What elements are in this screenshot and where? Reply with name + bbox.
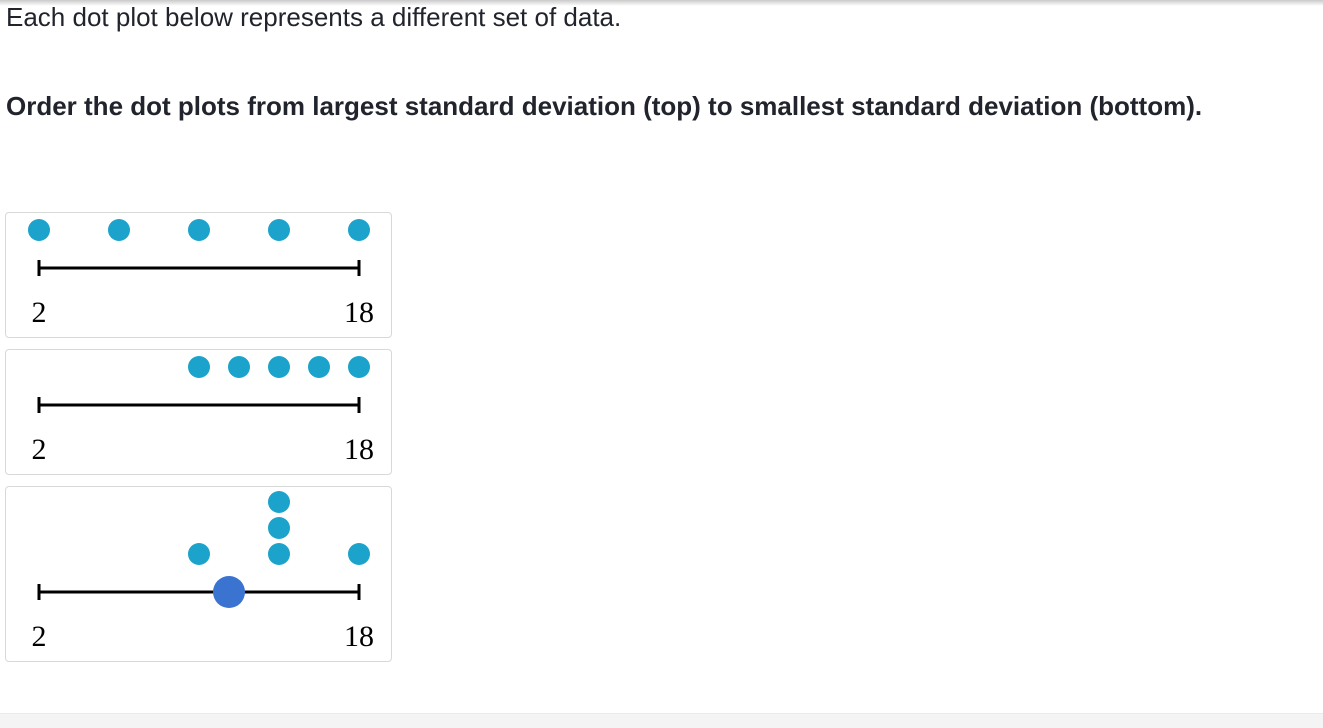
bottom-band [0,713,1323,728]
data-dot [268,543,290,565]
drag-handle-icon[interactable] [213,576,245,608]
data-dot [268,219,290,241]
dot-plot-svg: 2 18 [32,491,374,653]
data-dot [348,219,370,241]
dot-plot-card-1[interactable]: 2 18 [5,212,392,338]
question-text: Order the dot plots from largest standar… [6,91,1203,121]
data-dot [268,517,290,539]
data-dot [188,543,210,565]
top-shadow [0,0,1323,6]
data-dot [108,219,130,241]
data-dot [228,356,250,378]
tick-label-min: 2 [32,296,47,329]
data-dot [188,356,210,378]
data-dot [308,356,330,378]
data-dot [268,356,290,378]
data-dot [348,356,370,378]
tick-label-max: 18 [344,620,374,653]
dot-plot-card-3[interactable]: 2 18 [5,486,392,662]
tick-label-min: 2 [32,433,47,466]
data-dot [188,219,210,241]
dot-plot-card-2[interactable]: 2 18 [5,349,392,475]
dot-plot-svg: 2 18 [28,219,374,329]
data-dot [28,219,50,241]
intro-text: Each dot plot below represents a differe… [6,2,622,32]
tick-label-min: 2 [32,620,47,653]
data-dot [348,543,370,565]
tick-label-max: 18 [344,296,374,329]
dot-plot-svg: 2 18 [32,356,374,466]
data-dot [268,491,290,513]
tick-label-max: 18 [344,433,374,466]
